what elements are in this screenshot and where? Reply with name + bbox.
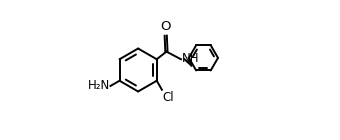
Text: H₂N: H₂N xyxy=(88,79,110,92)
Text: O: O xyxy=(160,20,171,33)
Text: Cl: Cl xyxy=(163,91,174,104)
Text: NH: NH xyxy=(182,52,199,65)
